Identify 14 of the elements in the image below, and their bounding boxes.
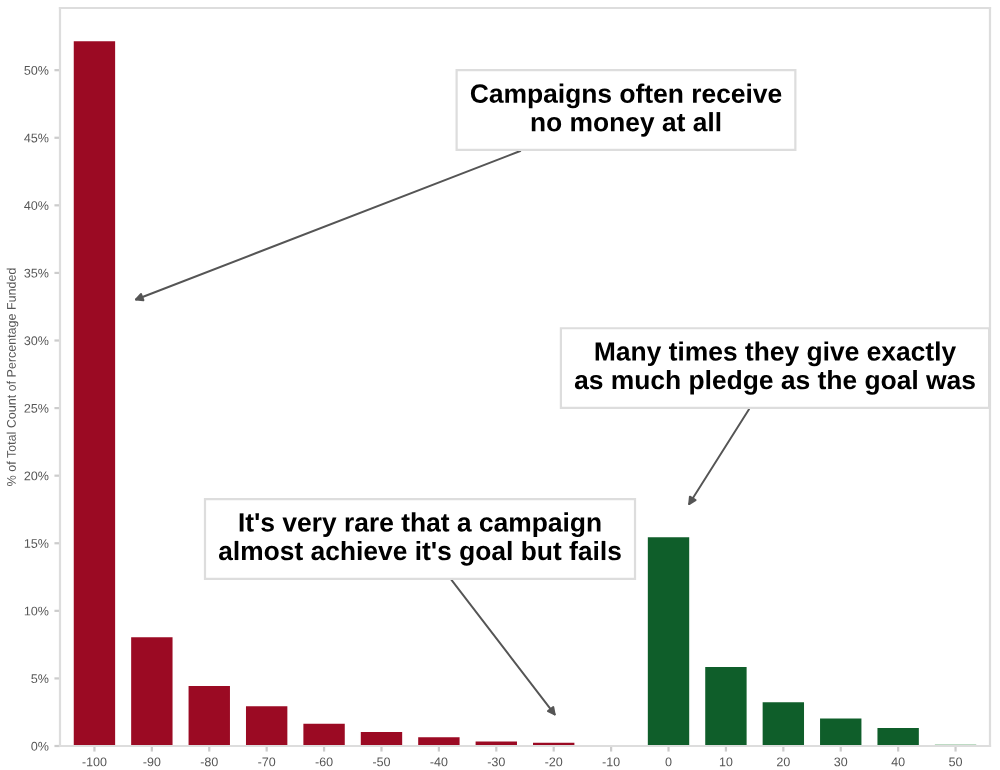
bar [72, 39, 117, 746]
bar [301, 722, 347, 746]
bar [129, 635, 175, 746]
bar [244, 704, 290, 746]
bar [186, 684, 232, 746]
bar [703, 665, 749, 746]
bar [760, 700, 806, 746]
annotation: Many times they give exactly as much pledge as the goal was [574, 341, 975, 395]
annotation: It's very rare that a campaign almost achieve it's goal but fails [218, 512, 621, 566]
bar [646, 535, 691, 746]
bar [875, 726, 921, 746]
annotation: Campaigns often receive no money at all [470, 83, 782, 137]
bar [818, 716, 864, 746]
bar [359, 730, 404, 746]
